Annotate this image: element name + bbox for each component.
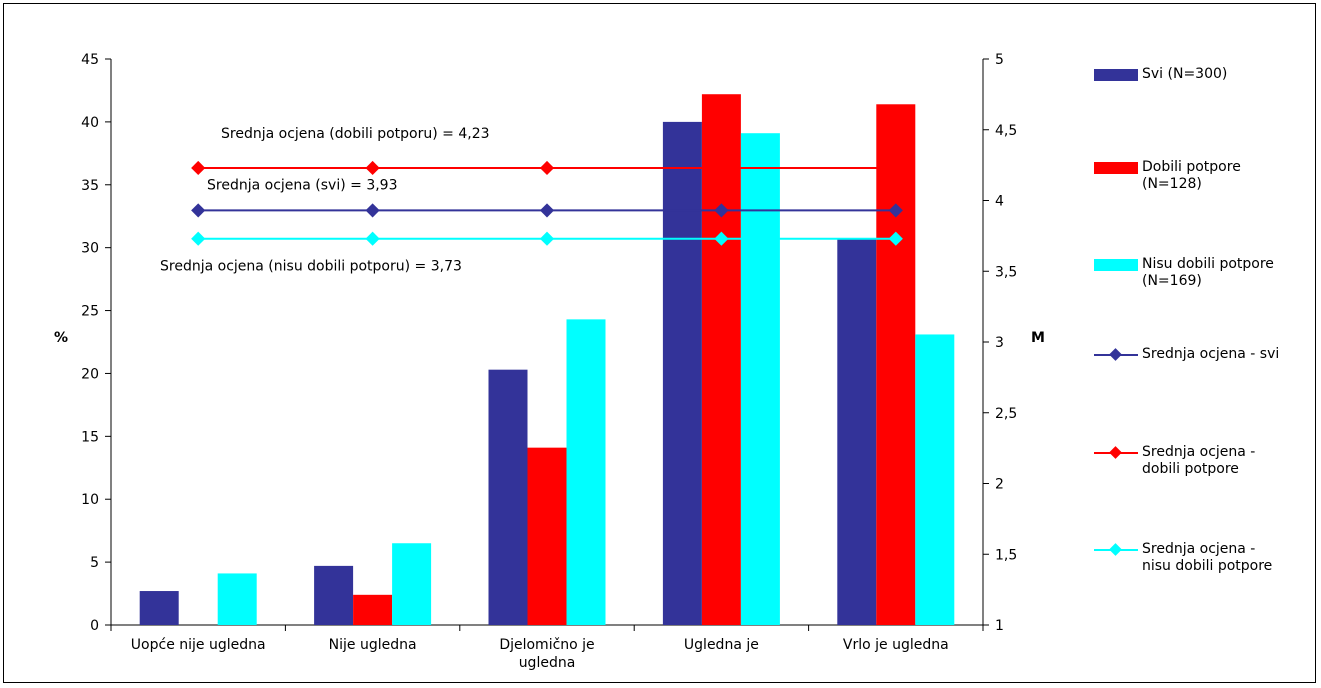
chart-frame: 0 5 10 15 20 25 30 35 40 45 1 1,5 2 2,5 3 3,5 4 4,5 5 Uopće… bbox=[3, 3, 1316, 683]
legend-label: Srednja ocjena - nisu dobili potpore bbox=[1142, 541, 1273, 574]
bar bbox=[353, 594, 393, 625]
legend-swatch bbox=[1094, 259, 1138, 271]
mean-annotation: Srednja ocjena (dobili potporu) = 4,23 bbox=[221, 126, 490, 142]
legend-swatch bbox=[1094, 162, 1138, 174]
line-marker bbox=[191, 231, 206, 246]
y-right-tick-label: 1 bbox=[995, 618, 1004, 634]
bar bbox=[740, 133, 780, 625]
line-marker bbox=[191, 160, 206, 176]
bar bbox=[488, 369, 528, 625]
bar bbox=[217, 573, 257, 625]
y-right-tick-label: 4 bbox=[995, 194, 1004, 210]
legend-label: Svi (N=300) bbox=[1142, 66, 1228, 82]
legend-swatch bbox=[1094, 69, 1138, 81]
y-left-tick-label: 45 bbox=[81, 52, 99, 68]
bar bbox=[701, 94, 741, 626]
line-marker bbox=[539, 160, 555, 176]
line-marker bbox=[539, 203, 555, 218]
line-marker bbox=[714, 160, 729, 176]
legend-label: Srednja ocjena - svi bbox=[1142, 346, 1280, 362]
line-marker bbox=[365, 203, 380, 218]
x-tick-label: Uopće nije ugledna bbox=[131, 637, 266, 653]
bar bbox=[139, 591, 179, 625]
line-marker bbox=[888, 160, 903, 176]
y-left-tick-label: 40 bbox=[81, 115, 99, 131]
y-left-tick-label: 35 bbox=[81, 178, 99, 194]
y-right-tick-label: 1,5 bbox=[995, 547, 1017, 563]
mean-annotation: Srednja ocjena (svi) = 3,93 bbox=[207, 177, 398, 193]
y-right-tick-label: 5 bbox=[995, 52, 1004, 68]
line-marker bbox=[714, 203, 729, 218]
line-marker bbox=[539, 231, 555, 246]
y-axis-left-label: % bbox=[54, 330, 69, 346]
bar bbox=[314, 565, 354, 625]
y-left-tick-label: 10 bbox=[81, 492, 99, 508]
x-tick-label: Djelomično je ugledna bbox=[499, 637, 594, 671]
bar bbox=[915, 334, 955, 625]
y-axis-right-label: M bbox=[1031, 330, 1045, 346]
legend-label: Srednja ocjena - dobili potpore bbox=[1142, 444, 1256, 477]
line-marker bbox=[365, 160, 380, 176]
bar bbox=[662, 121, 702, 625]
x-tick-label: Nije ugledna bbox=[329, 637, 417, 653]
line-marker bbox=[365, 231, 380, 246]
y-right-tick-label: 4,5 bbox=[995, 123, 1017, 139]
y-right-tick-label: 2,5 bbox=[995, 406, 1017, 422]
y-right-tick-label: 3,5 bbox=[995, 264, 1017, 280]
line-marker bbox=[191, 203, 206, 218]
bar bbox=[527, 447, 567, 625]
x-tick-label: Vrlo je ugledna bbox=[843, 637, 949, 653]
mean-annotation: Srednja ocjena (nisu dobili potporu) = 3… bbox=[160, 259, 462, 275]
y-left-tick-label: 5 bbox=[90, 555, 99, 571]
bar bbox=[392, 543, 432, 625]
bar bbox=[876, 104, 916, 625]
chart-plot: 0 5 10 15 20 25 30 35 40 45 1 1,5 2 2,5 3 3,5 4 4,5 5 Uopće… bbox=[81, 52, 1017, 671]
bar bbox=[566, 319, 606, 625]
line-marker bbox=[714, 231, 729, 246]
legend-label: Nisu dobili potpore (N=169) bbox=[1142, 256, 1274, 289]
x-tick-label: Ugledna je bbox=[684, 637, 759, 653]
y-left-tick-label: 20 bbox=[81, 366, 99, 382]
y-left-tick-label: 15 bbox=[81, 429, 99, 445]
legend-label: Dobili potpore (N=128) bbox=[1142, 159, 1241, 192]
bar bbox=[837, 238, 877, 625]
y-right-tick-label: 2 bbox=[995, 477, 1004, 493]
line-marker bbox=[888, 231, 903, 246]
y-left-tick-label: 25 bbox=[81, 304, 99, 320]
y-left-tick-label: 30 bbox=[81, 241, 99, 257]
y-left-tick-label: 0 bbox=[90, 618, 99, 634]
line-marker bbox=[888, 203, 903, 218]
y-right-tick-label: 3 bbox=[995, 335, 1004, 351]
